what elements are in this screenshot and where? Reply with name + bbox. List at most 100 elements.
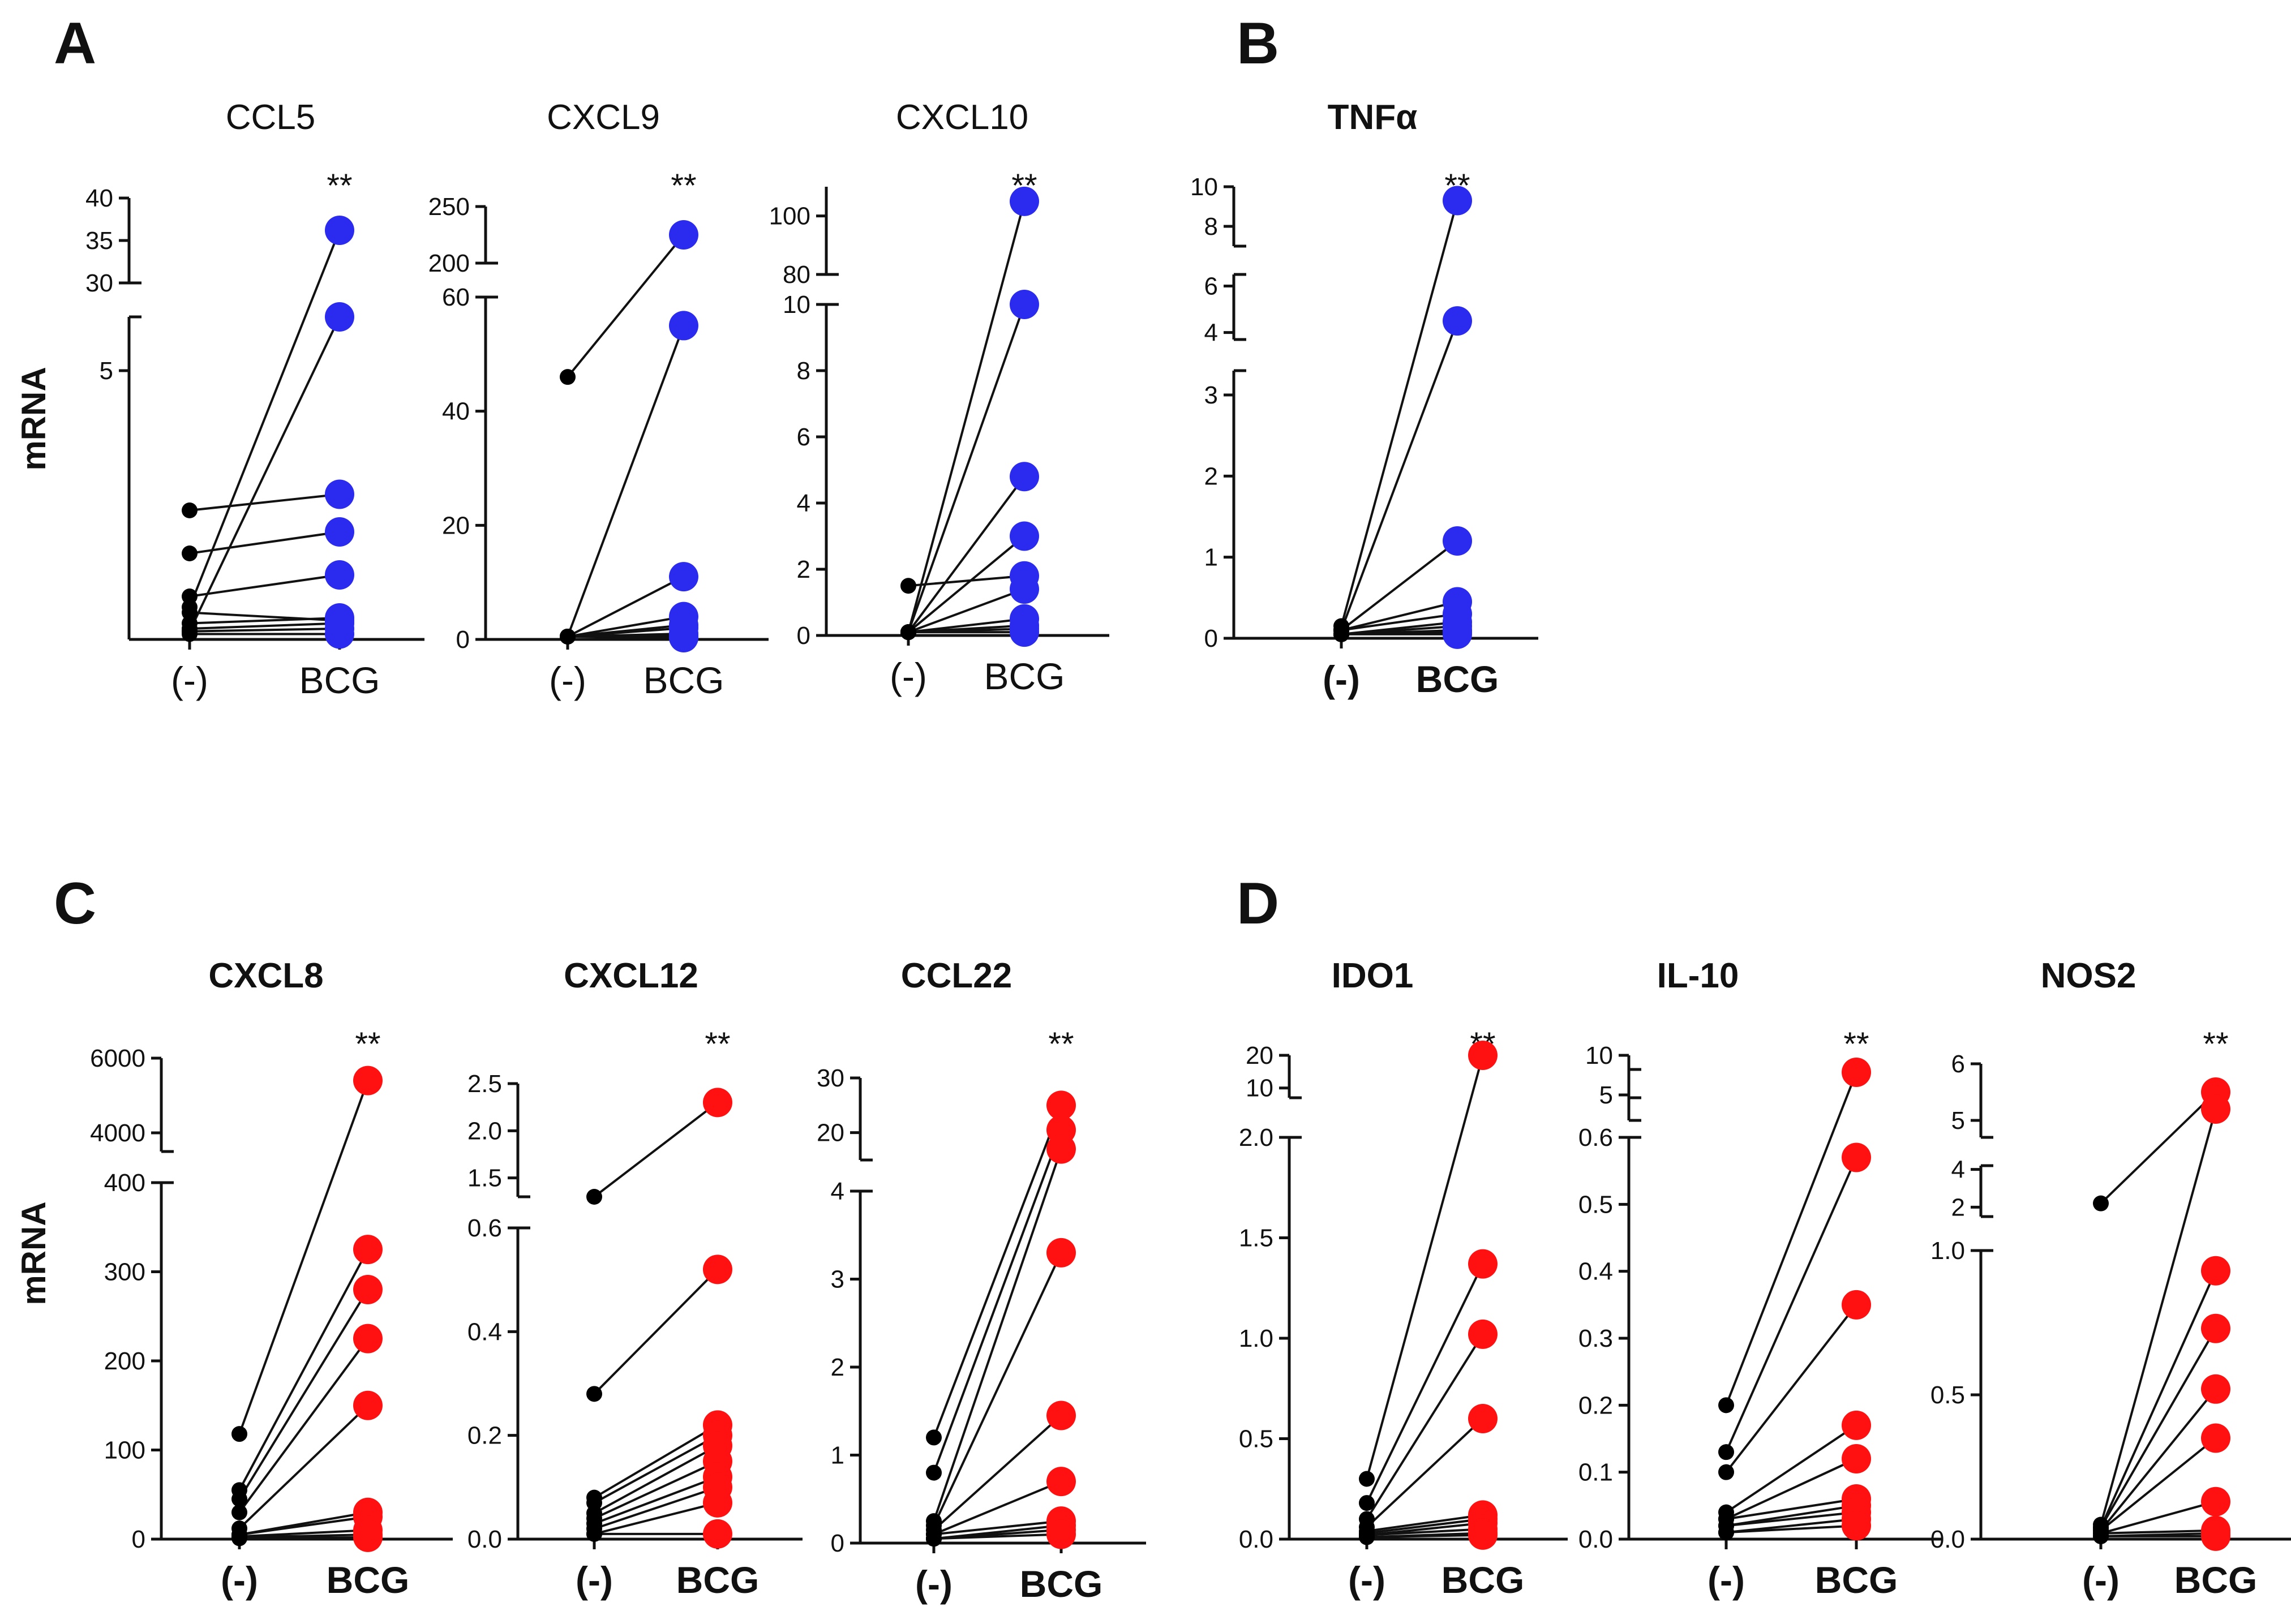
pair-line (2100, 1388, 2217, 1531)
y-axis-label-row-1: mRNA (15, 367, 53, 470)
data-point-bcg (1842, 1142, 1871, 1172)
x-category-label: (-) (890, 655, 927, 697)
pair-line (1725, 1157, 1857, 1453)
y-tick-label: 1.0 (1239, 1325, 1273, 1352)
pair-line (593, 1101, 719, 1198)
data-point-control (2093, 1528, 2109, 1544)
data-point-control (1359, 1495, 1375, 1511)
data-point-bcg (703, 1088, 732, 1118)
pair-line (189, 622, 340, 630)
x-category-label: (-) (2082, 1559, 2120, 1601)
y-tick-label: 400 (104, 1169, 145, 1197)
y-tick-label: 0.0 (1578, 1526, 1613, 1553)
pair-line (567, 575, 684, 638)
y-tick-label: 1.5 (1239, 1225, 1273, 1252)
x-category-label: (-) (1323, 658, 1360, 700)
y-tick-label: 30 (817, 1064, 844, 1092)
y-tick-label: 0 (456, 626, 470, 654)
y-tick-label: 0 (1204, 625, 1218, 652)
chart-cxcl12: CXCL12** 0.0 0.2 0.4 0.6 1.5 2.0 2.5 (-) BCG (467, 956, 803, 1601)
y-tick-label: 10 (1585, 1042, 1613, 1069)
chart-nos2: NOS2 ** 0.0 0.5 1.0 2 4 5 6 (-) BCG (1930, 956, 2291, 1601)
data-point-bcg (1010, 462, 1039, 492)
x-category-label: BCG (676, 1559, 760, 1601)
y-tick-label: 6000 (90, 1045, 145, 1072)
data-point-control (586, 1189, 602, 1205)
pair-line (933, 1105, 1062, 1438)
data-point-bcg (1046, 1090, 1076, 1120)
pair-line (594, 1486, 718, 1530)
data-point-control (1718, 1397, 1734, 1414)
data-point-bcg (703, 1488, 732, 1518)
data-point-control (182, 502, 198, 518)
y-tick-label: 0.3 (1578, 1325, 1613, 1352)
pair-line (907, 476, 1026, 633)
data-point-control (586, 1526, 602, 1542)
pair-line (908, 588, 1025, 634)
data-point-bcg (353, 1235, 383, 1265)
data-point-bcg (2201, 1423, 2230, 1453)
y-tick-label: 4 (797, 489, 810, 517)
pair-line (238, 1288, 369, 1500)
pair-line (239, 1529, 368, 1538)
significance-marker: ** (705, 1026, 730, 1063)
pair-line (933, 1129, 1062, 1473)
pair-line (907, 535, 1026, 633)
x-category-label: BCG (984, 655, 1065, 697)
y-tick-label: 100 (769, 203, 810, 230)
chart-cxcl9: CXCL9 ** 0 20 40 60 200 250 (-) BCG (428, 98, 769, 701)
y-tick-label: 0.5 (1239, 1425, 1273, 1453)
significance-marker: ** (1843, 1026, 1869, 1063)
chart-title: CXCL12 (564, 956, 698, 995)
y-tick-label: 20 (817, 1119, 844, 1147)
pair-line (188, 316, 341, 632)
data-point-bcg (353, 1324, 383, 1354)
data-point-control (1333, 626, 1349, 642)
significance-marker: ** (355, 1026, 380, 1063)
data-point-control (1359, 1529, 1375, 1545)
pair-line (1366, 1333, 1484, 1520)
pair-line (933, 1520, 1062, 1536)
y-tick-label: 80 (783, 261, 810, 289)
y-tick-label: 2.5 (467, 1070, 502, 1098)
pair-line (2100, 1532, 2216, 1537)
data-point-control (182, 545, 198, 561)
data-point-bcg (669, 562, 698, 592)
panel-label-c: C (54, 871, 96, 936)
y-tick-label: 250 (428, 193, 470, 221)
pair-line (933, 1149, 1062, 1522)
pair-line (933, 1415, 1062, 1531)
y-tick-label: 0.6 (467, 1214, 502, 1242)
y-tick-label: 5 (1599, 1081, 1613, 1109)
pair-line (594, 1460, 718, 1520)
y-tick-label: 2 (797, 556, 810, 583)
x-category-label: (-) (1707, 1559, 1745, 1601)
pair-line (189, 574, 340, 598)
pair-line (594, 1476, 718, 1525)
data-point-bcg (353, 1066, 383, 1095)
data-point-bcg (1468, 1319, 1498, 1349)
pair-line (1366, 1417, 1484, 1528)
chart-title: CXCL9 (547, 98, 660, 137)
pair-line (238, 1404, 369, 1530)
y-tick-label: 10 (783, 291, 810, 319)
y-tick-label: 5 (100, 357, 113, 385)
x-category-label: (-) (549, 659, 586, 701)
y-tick-label: 1 (831, 1442, 844, 1470)
data-point-bcg (1842, 1511, 1871, 1541)
chart-title: TNFα (1328, 98, 1418, 137)
data-point-bcg (2201, 1094, 2230, 1124)
x-category-label: BCG (643, 659, 724, 701)
pair-line (567, 234, 685, 378)
pair-line (2100, 1327, 2217, 1528)
pair-line (239, 1536, 368, 1540)
pair-line (2100, 1091, 2217, 1205)
data-point-bcg (669, 311, 698, 341)
data-point-bcg (325, 605, 354, 635)
y-tick-label: 300 (104, 1258, 145, 1286)
data-point-bcg (1468, 1404, 1498, 1433)
pair-line (593, 1424, 719, 1499)
